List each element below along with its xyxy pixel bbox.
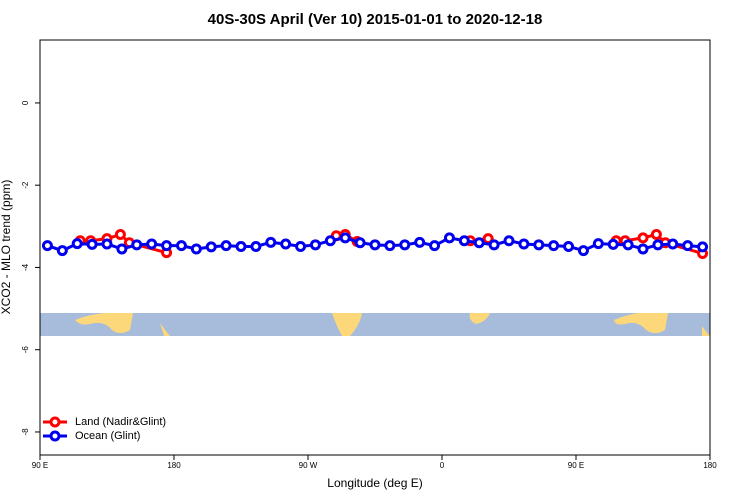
point (503, 235, 515, 247)
y-axis-label: XCO2 - MLO trend (ppm) (0, 180, 13, 315)
point (682, 240, 694, 252)
x-tick-label: 180 (167, 461, 181, 470)
point (414, 236, 426, 248)
x-axis-label: Longitude (deg E) (327, 476, 422, 490)
land-shape (75, 313, 133, 333)
point (592, 238, 604, 250)
point (265, 236, 277, 248)
point (563, 240, 575, 252)
point (101, 238, 113, 250)
point (637, 232, 649, 244)
x-tick-label: 90 E (568, 461, 584, 470)
legend-marker (49, 430, 61, 442)
land-shape (160, 323, 170, 336)
point (205, 241, 217, 253)
plot-frame (39, 39, 711, 456)
point (533, 239, 545, 251)
x-tick-label: 180 (703, 461, 717, 470)
point (488, 239, 500, 251)
point (607, 238, 619, 250)
y-tick-label: -8 (21, 428, 30, 436)
land-shape (702, 326, 710, 336)
point (116, 243, 128, 255)
point (250, 240, 262, 252)
point (175, 240, 187, 252)
point (354, 237, 366, 249)
x-tick-label: 90 W (299, 461, 318, 470)
point (369, 239, 381, 251)
point (429, 240, 441, 252)
point (518, 238, 530, 250)
point (384, 240, 396, 252)
land-shape (469, 313, 490, 324)
point (71, 238, 83, 250)
y-tick-label: -4 (21, 263, 30, 271)
legend-label: Land (Nadir&Glint) (75, 416, 166, 428)
point (399, 239, 411, 251)
point (41, 240, 53, 252)
map-band (40, 313, 710, 336)
point (161, 240, 173, 252)
chart-title: 40S-30S April (Ver 10) 2015-01-01 to 202… (208, 11, 543, 28)
point (235, 240, 247, 252)
point (220, 240, 232, 252)
x-tick-label: 0 (440, 461, 445, 470)
point (86, 238, 98, 250)
land-shape (332, 313, 362, 336)
point (473, 237, 485, 249)
point (146, 238, 158, 250)
point (295, 240, 307, 252)
point (697, 241, 709, 253)
point (637, 243, 649, 255)
land-shape (614, 313, 668, 333)
point (667, 238, 679, 250)
point (280, 238, 292, 250)
point (131, 239, 143, 251)
point (443, 232, 455, 244)
point (652, 239, 664, 251)
point (309, 239, 321, 251)
y-tick-label: 0 (21, 100, 30, 105)
point (324, 235, 336, 247)
ocean-band (40, 313, 710, 336)
point (650, 229, 662, 241)
point (56, 245, 68, 257)
point (114, 229, 126, 241)
point (458, 235, 470, 247)
y-tick-label: -6 (21, 346, 30, 354)
legend-marker (49, 416, 61, 428)
point (339, 232, 351, 244)
x-tick-label: 90 E (32, 461, 48, 470)
point (577, 245, 589, 257)
legend-label: Ocean (Glint) (75, 430, 140, 442)
point (622, 239, 634, 251)
point (190, 243, 202, 255)
y-tick-label: -2 (21, 181, 30, 189)
point (548, 240, 560, 252)
